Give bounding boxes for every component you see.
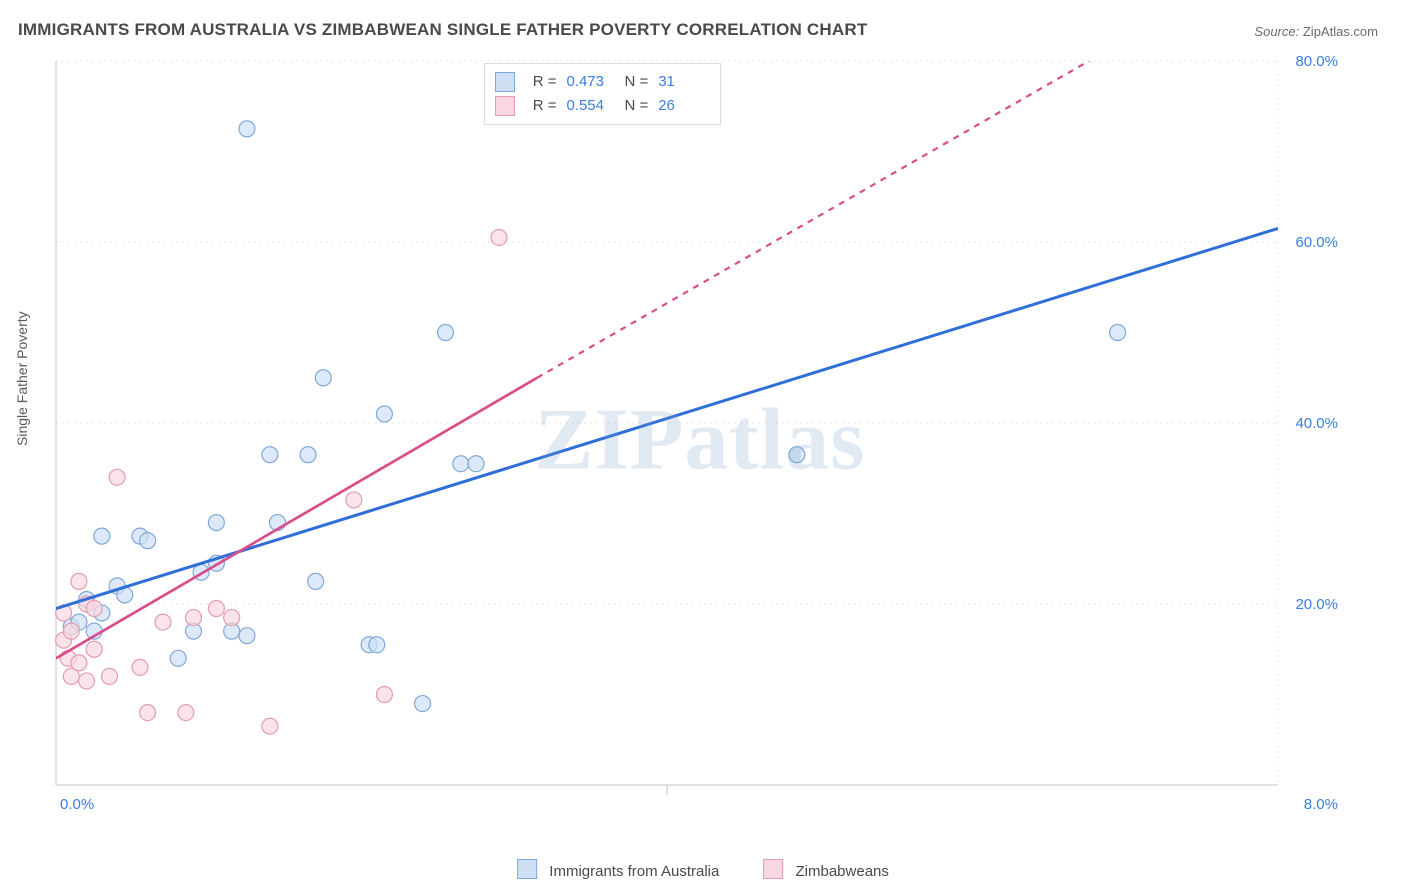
legend-row-australia: R = 0.473 N = 31: [495, 70, 707, 94]
n-value: 26: [658, 94, 706, 118]
legend-label: Zimbabweans: [796, 863, 889, 880]
chart-title: IMMIGRANTS FROM AUSTRALIA VS ZIMBABWEAN …: [18, 20, 867, 40]
chart-container: IMMIGRANTS FROM AUSTRALIA VS ZIMBABWEAN …: [0, 0, 1406, 892]
legend-label: Immigrants from Australia: [549, 863, 719, 880]
legend-swatch-icon: [495, 72, 515, 92]
legend-item-zimbabwe: Zimbabweans: [763, 859, 889, 880]
n-label: N =: [624, 70, 648, 94]
plot-area: 20.0%40.0%60.0%80.0%0.0%8.0% ZIPatlas R …: [50, 55, 1350, 825]
n-label: N =: [624, 94, 648, 118]
source-attribution: Source: ZipAtlas.com: [1254, 24, 1378, 39]
r-value: 0.554: [566, 94, 614, 118]
series-legend: Immigrants from Australia Zimbabweans: [517, 859, 889, 880]
legend-swatch-icon: [495, 96, 515, 116]
svg-text:60.0%: 60.0%: [1295, 234, 1338, 251]
svg-text:80.0%: 80.0%: [1295, 55, 1338, 70]
r-label: R =: [533, 70, 557, 94]
source-value: ZipAtlas.com: [1303, 24, 1378, 39]
svg-text:20.0%: 20.0%: [1295, 596, 1338, 613]
source-label: Source:: [1254, 24, 1299, 39]
legend-row-zimbabwe: R = 0.554 N = 26: [495, 94, 707, 118]
r-label: R =: [533, 94, 557, 118]
r-value: 0.473: [566, 70, 614, 94]
svg-text:0.0%: 0.0%: [60, 796, 94, 813]
svg-text:40.0%: 40.0%: [1295, 415, 1338, 432]
chart-svg: 20.0% 40.0% 60.0% 80.0% 0.0% 8.0%: [50, 55, 1350, 825]
correlation-legend: R = 0.473 N = 31 R = 0.554 N = 26: [484, 63, 722, 125]
y-axis-label: Single Father Poverty: [14, 311, 30, 446]
n-value: 31: [658, 70, 706, 94]
legend-swatch-icon: [763, 859, 783, 879]
legend-item-australia: Immigrants from Australia: [517, 859, 719, 880]
svg-text:8.0%: 8.0%: [1304, 796, 1338, 813]
legend-swatch-icon: [517, 859, 537, 879]
